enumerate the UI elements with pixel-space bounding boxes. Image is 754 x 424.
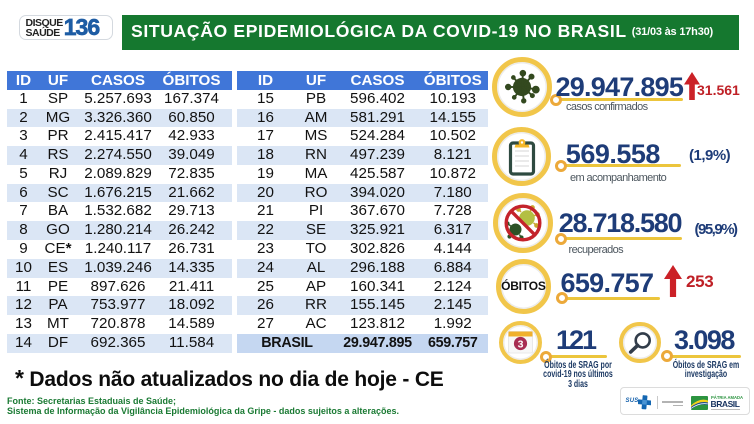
svg-text:3: 3 [518, 338, 524, 350]
